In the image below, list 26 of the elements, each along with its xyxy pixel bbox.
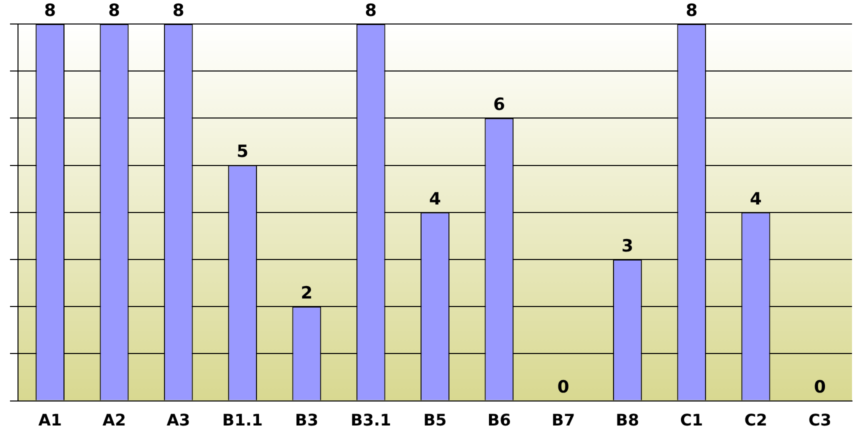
x-tick-label: B3	[295, 410, 318, 430]
x-tick-label: B3.1	[350, 410, 392, 430]
x-tick-label: C2	[744, 410, 768, 430]
data-label: 0	[557, 378, 570, 398]
x-tick-label: C1	[680, 410, 704, 430]
data-label: 2	[300, 284, 313, 304]
x-tick-label: C3	[808, 410, 832, 430]
x-tick-label: B6	[487, 410, 511, 430]
data-label: 3	[622, 236, 634, 256]
data-label: 8	[172, 0, 184, 21]
x-tick-label: A2	[102, 410, 126, 430]
x-tick-label: B1.1	[222, 410, 263, 430]
data-label: 0	[814, 378, 826, 398]
x-tick-label: B8	[616, 410, 640, 430]
data-label: 5	[236, 142, 248, 162]
data-label: 6	[493, 95, 506, 116]
x-tick-label: A1	[38, 410, 62, 430]
data-label: 8	[44, 0, 56, 21]
data-label: 8	[108, 0, 120, 21]
data-label: 8	[686, 0, 698, 21]
data-label: 8	[364, 0, 377, 21]
data-label: 4	[750, 189, 762, 210]
data-label: 4	[429, 189, 442, 210]
x-tick-label: B7	[552, 410, 575, 430]
x-tick-label: B5	[423, 410, 447, 430]
x-tick-label: A3	[166, 410, 190, 430]
